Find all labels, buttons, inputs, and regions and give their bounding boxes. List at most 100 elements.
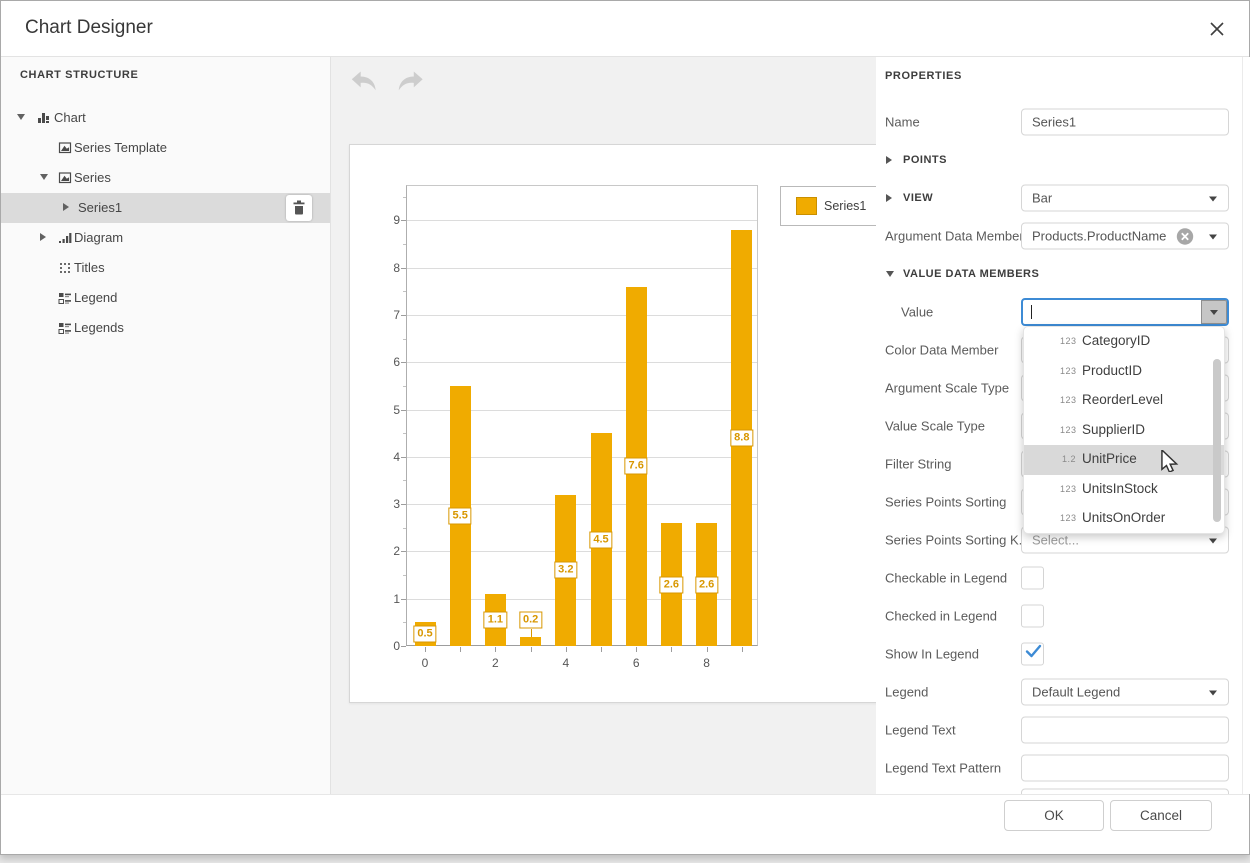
tree-item-legends[interactable]: Legends [1,313,330,343]
dropdown-item-reorderlevel[interactable]: 123 ReorderLevel [1024,386,1224,416]
bar-value-label: 8.8 [730,429,754,447]
chevron-down-icon[interactable] [1209,234,1217,240]
expand-icon[interactable] [40,233,46,241]
property-label: Color Data Member [885,342,999,358]
bar-value-label: 3.2 [554,561,578,579]
dropdown-item-supplierid[interactable]: 123 SupplierID [1024,416,1224,446]
dropdown-item-unitsonorder[interactable]: 123 UnitsOnOrder [1024,504,1224,533]
property-label: Value Scale Type [885,418,985,434]
bar-value-label: 4.5 [589,531,613,549]
checkable-in-legend-checkbox[interactable] [1021,566,1044,590]
dropdown-item-label: ReorderLevel [1082,392,1164,407]
tree-item-chart[interactable]: Chart [1,103,330,133]
name-field[interactable] [1021,108,1229,136]
chart-preview-card[interactable]: 0 1 2 3 4 5 6 7 8 9 0 2 4 6 8 0.5 5.5 1.1 0.2 3.2 4.5 7.6 2.6 2… [349,144,876,703]
section-expand-icon[interactable] [886,156,892,164]
property-label: Legend [885,684,929,700]
property-label: Show In Legend [885,646,979,662]
legend-text-pattern-field[interactable] [1021,754,1229,782]
tree-item-series[interactable]: Series [1,163,330,193]
cancel-button[interactable]: Cancel [1110,800,1212,831]
property-label: Argument Data Member [885,228,1024,244]
property-label: Checkable in Legend [885,570,1008,586]
delete-series-button[interactable] [286,195,312,221]
undo-redo-toolbar [349,69,439,100]
tree-item-series1[interactable]: Series1 [1,193,330,223]
gridline-y-8 [407,267,757,269]
bar-value-label: 2.6 [659,576,684,593]
tree-item-titles[interactable]: Titles [1,253,330,283]
y-axis-tick-label: 0 [393,639,400,653]
clear-icon[interactable] [1176,228,1194,246]
tree-item-legend[interactable]: Legend [1,283,330,313]
close-icon[interactable] [1207,19,1227,39]
chevron-down-icon[interactable] [1209,690,1217,696]
gridline-y-1 [407,598,757,600]
diagram-icon [58,231,72,245]
dropdown-button-pressed[interactable] [1201,300,1227,324]
dropdown-item-unitsinstock[interactable]: 123 UnitsInStock [1024,475,1224,505]
dropdown-item-categoryid[interactable]: 123 CategoryID [1024,327,1224,357]
legend-dropdown[interactable]: Default Legend [1021,678,1229,706]
property-row-points-section: POINTS [876,141,1250,179]
y-axis-tick-label: 3 [393,497,400,512]
tree-item-label: Series [74,170,111,185]
dropdown-item-unitprice[interactable]: 1.2 UnitPrice [1024,445,1224,475]
bar-point-3[interactable] [520,636,542,646]
titles-icon [58,261,72,275]
collapse-icon[interactable] [17,114,25,120]
section-collapse-icon[interactable] [886,271,894,277]
tree-item-series-template[interactable]: Series Template [1,133,330,163]
dropdown-scrollbar[interactable] [1213,359,1221,522]
y-axis-tick-label: 8 [393,260,400,275]
x-axis-tick [671,647,673,652]
integer-field-icon: 123 [1060,424,1077,435]
collapse-icon[interactable] [40,174,48,180]
view-section-value: Bar [1032,190,1053,206]
dropdown-item-label: UnitsInStock [1082,480,1158,496]
y-axis-tick-label: 1 [393,591,400,606]
show-in-legend-checkbox[interactable] [1021,642,1044,666]
tree-item-label: Series1 [78,200,123,215]
tree-item-diagram[interactable]: Diagram [1,223,330,253]
x-axis-tick [530,647,532,652]
gridline-y-4 [407,456,757,458]
property-row-checked-in-legend: Checked in Legend [876,597,1250,635]
expand-icon[interactable] [63,203,69,211]
y-axis-minor-tick [403,243,406,245]
checked-in-legend-checkbox[interactable] [1021,604,1044,628]
chevron-down-icon[interactable] [1209,196,1217,202]
section-expand-icon[interactable] [886,194,892,202]
y-axis-tick [401,504,406,506]
properties-scrollbar-track[interactable] [1242,57,1243,794]
x-axis-tick [741,647,743,652]
x-axis-tick [636,647,638,652]
section-label: VIEW [903,192,934,204]
redo-icon[interactable] [396,69,430,97]
chart-icon [37,111,51,125]
y-axis-tick [401,551,406,553]
section-label: VALUE DATA MEMBERS [903,268,1040,280]
plot-area [406,185,758,646]
y-axis-tick [401,646,406,647]
series-icon [58,171,72,185]
legend-series-label: Series1 [824,199,867,213]
bar-value-label: 2.6 [694,576,719,593]
tree-item-label: Diagram [74,230,124,245]
y-axis-tick-label: 5 [393,402,400,417]
legend-text-field[interactable] [1021,716,1229,744]
value-dropdown-focused[interactable] [1021,298,1229,326]
chevron-down-icon[interactable] [1209,538,1217,544]
dropdown-item-productid[interactable]: 123 ProductID [1024,357,1224,387]
view-section-dropdown[interactable]: Bar [1021,184,1229,212]
series-icon [58,141,72,155]
dropdown-item-label: UnitPrice [1082,451,1137,466]
property-label: Value [901,304,934,320]
undo-icon[interactable] [349,69,383,97]
argument-data-member-dropdown[interactable]: Products.ProductName [1021,222,1229,250]
x-axis-tick [425,647,426,652]
ok-button[interactable]: OK [1004,800,1104,831]
y-axis-tick [401,409,406,411]
